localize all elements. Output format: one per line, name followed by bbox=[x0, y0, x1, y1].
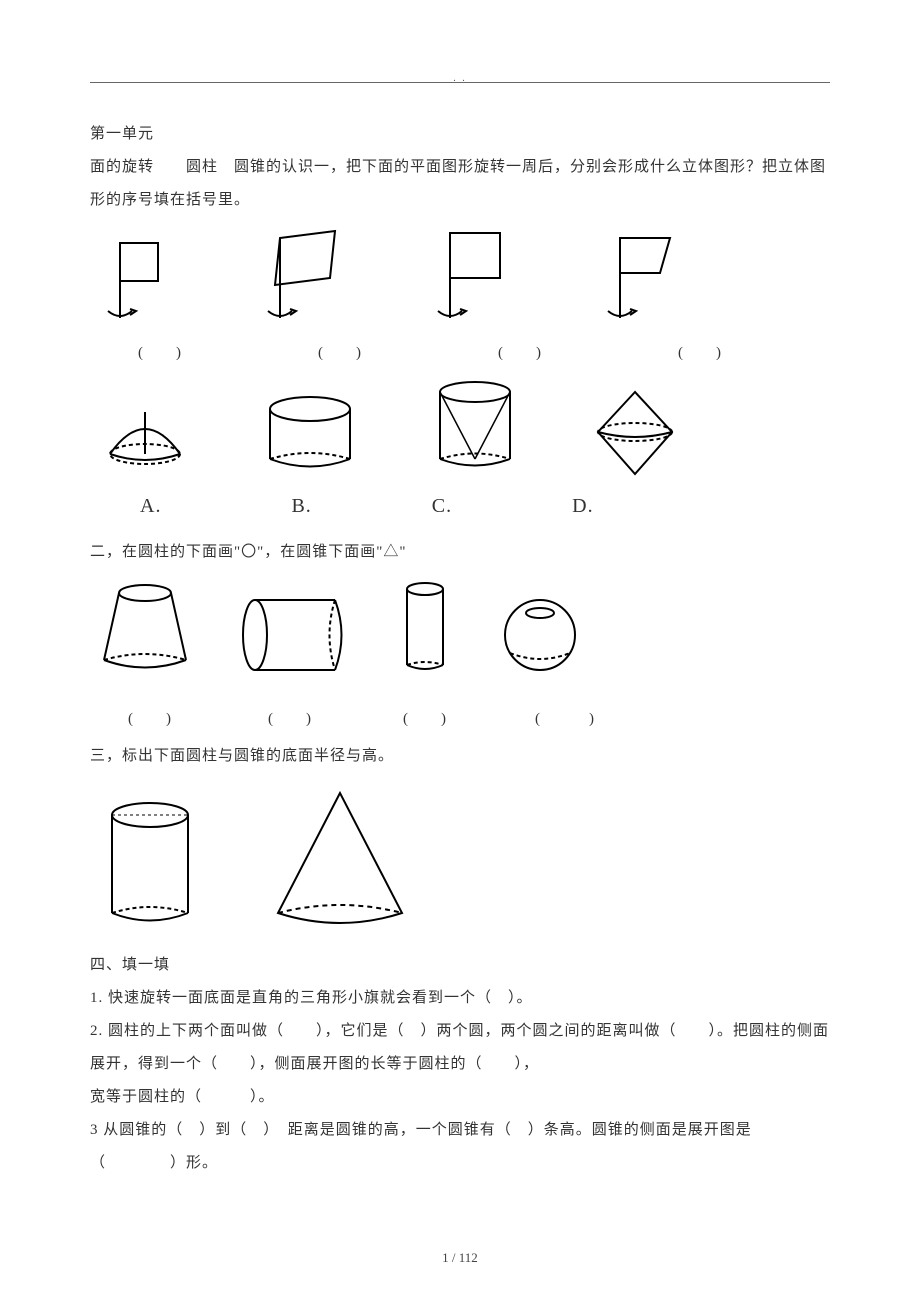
opt-b: B. bbox=[291, 484, 311, 528]
q1-flags-row bbox=[90, 223, 830, 333]
q4-item-3: 3 从圆锥的（ ）到（ ） 距离是圆锥的高，一个圆锥有（ ）条高。圆锥的侧面是展… bbox=[90, 1114, 830, 1180]
solid-c bbox=[420, 374, 530, 484]
solid-b-icon bbox=[250, 389, 370, 484]
q2-blanks: ( ) ( ) ( ) ( ) bbox=[100, 703, 830, 736]
flag-square-icon bbox=[90, 233, 200, 333]
solid-b bbox=[250, 389, 370, 484]
unit-title: 第一单元 bbox=[90, 118, 830, 151]
q4-item-2b: 宽等于圆柱的（ ）。 bbox=[90, 1081, 830, 1114]
q4-item-2: 2. 圆柱的上下两个面叫做（ ），它们是（ ）两个圆，两个圆之间的距离叫做（ ）… bbox=[90, 1015, 830, 1081]
q1-blank-4: ( ) bbox=[640, 337, 760, 370]
header-dots: . . bbox=[453, 68, 467, 90]
q2-blank-3: ( ) bbox=[380, 703, 470, 736]
q1-blank-2: ( ) bbox=[280, 337, 400, 370]
header-rule bbox=[90, 82, 830, 83]
q3-shapes bbox=[90, 783, 830, 943]
opt-a: A. bbox=[140, 484, 161, 528]
q3-title: 三，标出下面圆柱与圆锥的底面半径与高。 bbox=[90, 740, 830, 773]
cone-icon bbox=[260, 783, 420, 943]
q2-blank-1: ( ) bbox=[100, 703, 200, 736]
opt-d: D. bbox=[572, 484, 593, 528]
q2-blank-2: ( ) bbox=[240, 703, 340, 736]
flag-rect-icon bbox=[410, 223, 530, 333]
q2-title: 二，在圆柱的下面画"〇"，在圆锥下面画"△" bbox=[90, 536, 830, 569]
q1-option-labels: A. B. C. D. bbox=[140, 484, 830, 528]
q4-title: 四、填一填 bbox=[90, 949, 830, 982]
solid-d-icon bbox=[580, 384, 690, 484]
opt-c: C. bbox=[432, 484, 452, 528]
q4-item-1: 1. 快速旋转一面底面是直角的三角形小旗就会看到一个（ ）。 bbox=[90, 982, 830, 1015]
sphere-icon bbox=[490, 585, 590, 685]
cylinder-horizontal-icon bbox=[230, 585, 360, 685]
page: . . 第一单元 面的旋转 圆柱 圆锥的认识一，把下面的平面图形旋转一周后，分别… bbox=[0, 0, 920, 1303]
cylinder-thin-icon bbox=[390, 575, 460, 685]
solid-c-icon bbox=[420, 374, 530, 484]
flag-trapezoid-icon bbox=[570, 223, 700, 333]
q1-blank-1: ( ) bbox=[100, 337, 220, 370]
flag-parallelogram-icon bbox=[240, 223, 370, 333]
frustum-icon bbox=[90, 575, 200, 685]
intro-text: 面的旋转 圆柱 圆锥的认识一，把下面的平面图形旋转一周后，分别会形成什么立体图形… bbox=[90, 151, 830, 217]
q2-blank-4: ( ) bbox=[510, 703, 620, 736]
solid-a-icon bbox=[90, 394, 200, 484]
solid-a bbox=[90, 394, 200, 484]
solid-d bbox=[580, 384, 690, 484]
content: 第一单元 面的旋转 圆柱 圆锥的认识一，把下面的平面图形旋转一周后，分别会形成什… bbox=[90, 118, 830, 1180]
q2-shapes bbox=[90, 575, 830, 685]
q1-solids-row bbox=[90, 374, 830, 484]
cylinder-icon bbox=[90, 793, 210, 943]
page-number: 1 / 112 bbox=[442, 1244, 478, 1273]
q1-blank-3: ( ) bbox=[460, 337, 580, 370]
q1-blanks: ( ) ( ) ( ) ( ) bbox=[100, 337, 830, 370]
